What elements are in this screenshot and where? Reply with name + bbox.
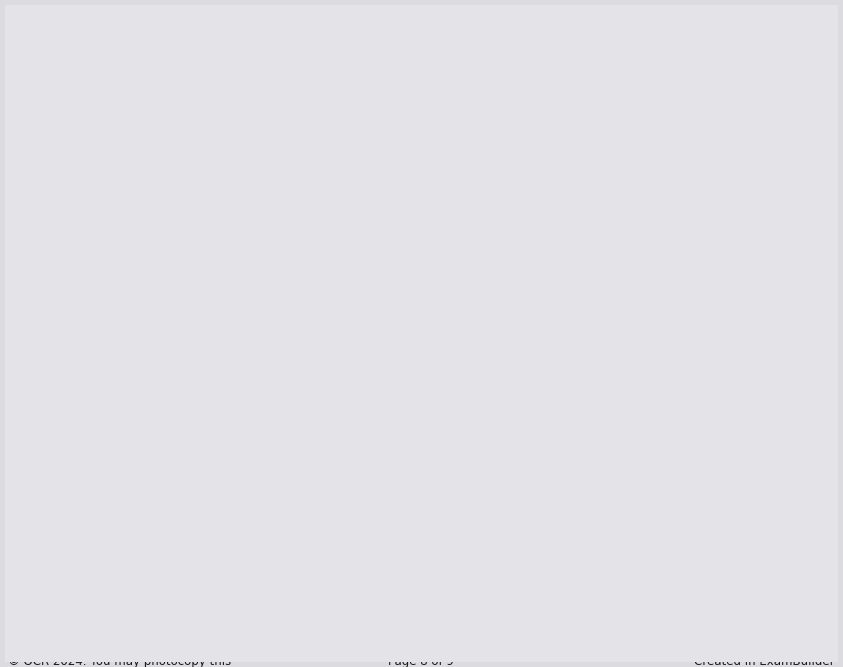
Text: glass.: glass. bbox=[8, 235, 51, 250]
Text: 10: 10 bbox=[151, 79, 169, 93]
Text: 39: 39 bbox=[679, 107, 697, 121]
Text: 25: 25 bbox=[415, 107, 433, 121]
Text: 20: 20 bbox=[326, 107, 346, 121]
Text: (b).: (b). bbox=[8, 10, 42, 25]
Text: Discuss how you could use the data from the table to graphically determine a val: Discuss how you could use the data from … bbox=[8, 218, 816, 233]
Text: r/°±0.5°: r/°±0.5° bbox=[11, 106, 69, 120]
Text: 40: 40 bbox=[415, 79, 433, 93]
Text: 20: 20 bbox=[239, 79, 257, 93]
Text: * Students are given a glass block and a ray box to determine the refractive ind: * Students are given a glass block and a… bbox=[42, 10, 813, 25]
Text: 60: 60 bbox=[591, 79, 609, 93]
Text: the laboratory.: the laboratory. bbox=[8, 197, 115, 212]
Text: 70: 70 bbox=[679, 79, 697, 93]
Text: 31: 31 bbox=[502, 107, 521, 121]
Text: measure the angle of incidence i and the angle of refraction r. The table shows : measure the angle of incidence i and the… bbox=[8, 27, 792, 42]
Text: students.: students. bbox=[8, 44, 77, 59]
Text: 30: 30 bbox=[327, 79, 346, 93]
Text: 50: 50 bbox=[502, 79, 521, 93]
Text: [6]: [6] bbox=[803, 547, 825, 562]
Text: 41: 41 bbox=[767, 107, 785, 121]
Text: 80: 80 bbox=[766, 79, 786, 93]
Text: Page 8 of 9: Page 8 of 9 bbox=[388, 655, 454, 667]
Text: Created in ExamBuilder: Created in ExamBuilder bbox=[695, 655, 835, 667]
Text: 35: 35 bbox=[591, 107, 609, 121]
Text: © OCR 2024. You may photocopy this: © OCR 2024. You may photocopy this bbox=[8, 655, 231, 667]
Text: 6: 6 bbox=[155, 107, 164, 121]
Text: Describe, with the help of a labelled diagram, how the students may have conduct: Describe, with the help of a labelled di… bbox=[27, 180, 797, 195]
Text: The refractive index of air is 1.00.: The refractive index of air is 1.00. bbox=[8, 146, 256, 161]
Text: i/°+0.5°: i/°+0.5° bbox=[11, 78, 67, 92]
Text: 13: 13 bbox=[239, 107, 257, 121]
